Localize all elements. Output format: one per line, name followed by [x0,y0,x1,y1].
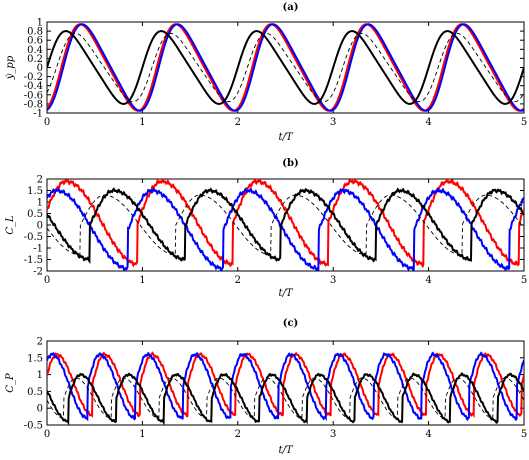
x-tick-label: 1 [139,275,145,286]
y-tick-label: 2 [37,337,43,348]
series-line-4 [47,377,524,419]
y-tick-label: 0.5 [27,209,43,220]
y-tick-label: 0 [37,404,43,415]
series-line-3 [47,30,524,105]
y-tick-label: 1.5 [27,186,43,197]
x-tick-label: 5 [521,117,527,128]
x-tick-label: 0 [44,275,50,286]
x-axis-label: t/T [278,132,293,143]
series-line-3 [47,371,524,425]
y-tick-label: -0.2 [24,72,43,83]
x-tick-label: 0 [44,117,50,128]
x-tick-label: 2 [235,117,241,128]
y-tick-label: 1.5 [27,353,43,364]
series-line-1 [47,351,524,419]
y-tick-label: 0 [37,63,43,74]
x-tick-label: 5 [521,275,527,286]
y-tick-label: -1 [33,109,43,120]
x-tick-label: 5 [521,429,527,440]
y-tick-label: 0.2 [27,54,43,65]
y-axis-label: C_L [5,215,16,235]
x-tick-label: 4 [425,429,431,440]
series-line-1 [47,23,524,112]
panel-3: (c)0 1 2 3 4 5-0.500.511.52t/TC_P [5,318,527,456]
series-line-2 [47,187,524,271]
y-tick-label: 0.6 [27,36,43,47]
y-tick-label: 0 [37,221,43,232]
y-tick-label: -2 [33,267,43,278]
x-tick-label: 3 [330,429,336,440]
y-tick-label: 0.5 [27,387,43,398]
y-tick-label: 1 [37,370,43,381]
plot-frame [46,178,525,272]
panel-1: (a)0 1 2 3 4 5-1-0.8-0.6-0.4-0.200.20.40.60.8… [5,2,527,143]
y-tick-label: 0.4 [27,45,43,56]
panel-2: (b)0 1 2 3 4 5-2-1.5-1-0.500.511.52t/TC_L [5,158,527,299]
series-line-2 [47,351,524,422]
y-tick-label: -1 [33,244,43,255]
x-tick-label: 1 [139,117,145,128]
x-tick-label: 3 [330,275,336,286]
y-tick-label: -0.6 [24,90,43,101]
x-tick-label: 2 [235,429,241,440]
x-tick-label: 1 [139,429,145,440]
panel-title: (c) [283,318,299,329]
y-tick-label: -0.4 [24,81,43,92]
y-tick-label: 1 [37,18,43,29]
panel-title: (b) [282,158,298,169]
series-line-1 [47,179,524,269]
x-tick-label: 0 [44,429,50,440]
plot-frame [46,340,525,426]
series-line-2 [47,23,524,112]
y-tick-label: 1 [37,198,43,209]
x-tick-label: 3 [330,117,336,128]
y-tick-label: 0.8 [27,27,43,38]
y-axis-label: C_P [5,373,16,393]
y-axis-label: ẏ_pp [5,55,16,80]
y-tick-label: -1.5 [24,255,43,266]
y-tick-label: -0.8 [24,99,43,110]
x-axis-label: t/T [278,445,293,456]
x-axis-label: t/T [278,288,293,299]
y-tick-label: 2 [37,175,43,186]
x-tick-label: 4 [425,275,431,286]
x-tick-label: 2 [235,275,241,286]
panel-title: (a) [283,2,299,13]
y-tick-label: -0.5 [24,232,43,243]
y-tick-label: -0.5 [24,421,43,432]
x-tick-label: 4 [425,117,431,128]
series-line-3 [47,187,524,265]
